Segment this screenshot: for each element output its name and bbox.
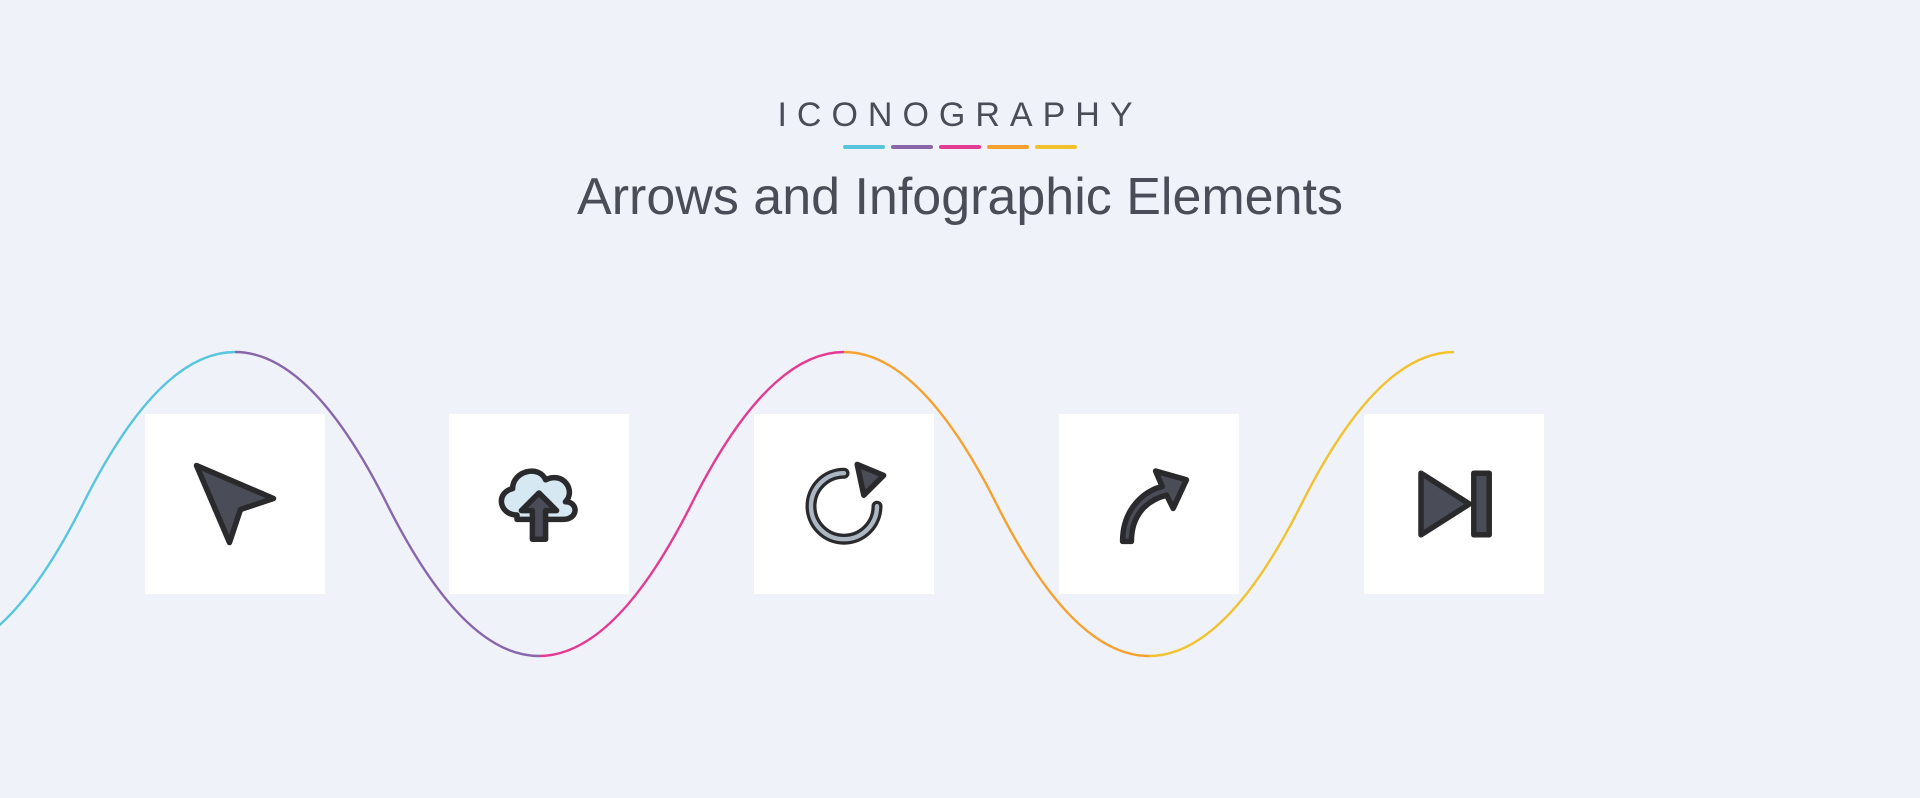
icon-tile-share [1059,414,1239,594]
brand-label: ICONOGRAPHY [0,96,1920,135]
brand-underline [0,145,1920,149]
skip-next-icon [1399,449,1509,559]
icon-tile-reload [754,414,934,594]
cursor-icon [180,449,290,559]
icon-tile-cursor [145,414,325,594]
underline-seg-2 [891,145,933,149]
underline-seg-5 [1035,145,1077,149]
underline-seg-3 [939,145,981,149]
underline-seg-4 [987,145,1029,149]
page-title: Arrows and Infographic Elements [0,167,1920,227]
icon-tile-skip-next [1364,414,1544,594]
icon-tile-cloud-upload [449,414,629,594]
underline-seg-1 [843,145,885,149]
share-icon [1094,449,1204,559]
cloud-upload-icon [484,449,594,559]
reload-icon [789,449,899,559]
